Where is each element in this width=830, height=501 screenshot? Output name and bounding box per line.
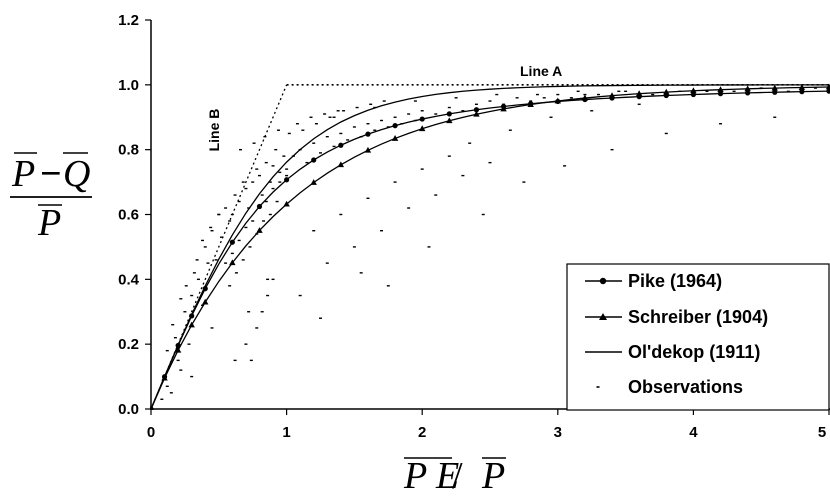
legend-box: [566, 263, 830, 411]
legend-label: Observations: [628, 377, 743, 397]
x-tick-label: 4: [689, 424, 698, 441]
pike-marker: [392, 123, 398, 129]
legend-label: Schreiber (1904): [628, 307, 768, 327]
pike-marker: [690, 91, 697, 98]
pike-marker: [473, 107, 480, 113]
pike-marker: [446, 111, 452, 117]
schreiber-marker: [608, 92, 616, 99]
x-tick-label: 0: [147, 424, 155, 441]
legend-pike-marker: [599, 277, 607, 285]
ylabel-numerator-b: Q: [63, 153, 90, 195]
ylabel-denominator: P: [37, 202, 61, 244]
line-b: [150, 84, 288, 410]
pike-marker: [826, 88, 830, 94]
x-tick-label: 5: [818, 424, 826, 441]
schreiber-marker: [256, 227, 263, 233]
schreiber-marker: [188, 321, 195, 328]
schreiber-marker: [635, 90, 643, 97]
schreiber-marker: [527, 101, 534, 107]
y-tick-label: 1.2: [118, 12, 139, 29]
x-tick-label: 1: [282, 424, 290, 441]
xlabel-left: P E: [403, 455, 459, 496]
curve-oldekop: [150, 84, 829, 410]
line-a-label: Line A: [520, 63, 562, 79]
schreiber-marker: [310, 179, 317, 185]
schreiber-marker: [554, 97, 561, 104]
x-tick-label: 2: [418, 424, 426, 441]
pike-marker: [717, 91, 724, 97]
schreiber-marker: [283, 200, 290, 207]
legend-schreiber-marker: [599, 313, 607, 320]
schreiber-marker: [419, 125, 426, 132]
legend: Pike (1964) Schreiber (1904) Ol'dekop (191…: [566, 263, 830, 411]
pike-marker: [338, 142, 344, 148]
schreiber-marker: [744, 85, 751, 92]
schreiber-marker: [364, 146, 372, 153]
pike-marker: [284, 177, 290, 183]
schreiber-marker: [771, 84, 778, 91]
schreiber-marker: [446, 117, 453, 124]
schreiber-marker: [663, 88, 670, 95]
legend-label: Ol'dekop (1911): [628, 342, 760, 362]
y-tick-label: 0.2: [118, 336, 139, 353]
y-axis-label: P − Q P: [10, 152, 92, 244]
schreiber-marker: [473, 110, 480, 117]
axis-ticks: 0 1 2 3 4 5 0.0 0.2 0.4 0.6 0.8 1.0 1.2: [118, 12, 830, 441]
x-tick-label: 3: [554, 424, 562, 441]
schreiber-marker: [717, 86, 724, 93]
pike-marker: [799, 89, 805, 95]
schreiber-marker: [581, 94, 589, 101]
observations-layer: [160, 87, 817, 400]
pike-marker: [745, 90, 751, 96]
schreiber-marker: [500, 105, 507, 112]
pike-marker: [772, 89, 778, 95]
curves-layer: [150, 83, 830, 410]
schreiber-marker: [174, 346, 182, 353]
pike-marker: [229, 239, 235, 245]
schreiber-marker: [229, 259, 236, 266]
schreiber-marker: [202, 298, 209, 305]
y-tick-label: 0.6: [118, 207, 139, 224]
schreiber-marker: [337, 161, 345, 168]
curve-pike: [150, 90, 830, 410]
pike-marker: [311, 157, 317, 163]
schreiber-marker: [798, 84, 806, 90]
schreiber-marker: [690, 87, 697, 94]
x-axis-label: P E / P: [403, 455, 506, 497]
ylabel-numerator-a: P: [11, 153, 35, 195]
pike-marker: [256, 203, 263, 210]
legend-label: Pike (1964): [628, 271, 722, 291]
y-tick-label: 0.4: [118, 271, 140, 288]
curve-schreiber: [150, 86, 830, 410]
xlabel-sep: /: [452, 455, 463, 496]
y-tick-label: 1.0: [118, 77, 139, 94]
y-tick-label: 0.8: [118, 142, 139, 159]
pike-marker: [365, 131, 371, 137]
y-tick-label: 0.0: [118, 401, 139, 418]
ylabel-minus: −: [40, 153, 62, 195]
schreiber-marker: [391, 135, 399, 141]
xlabel-right: P: [481, 455, 505, 496]
line-b-label: Line B: [206, 109, 222, 152]
pike-marker: [419, 116, 425, 122]
